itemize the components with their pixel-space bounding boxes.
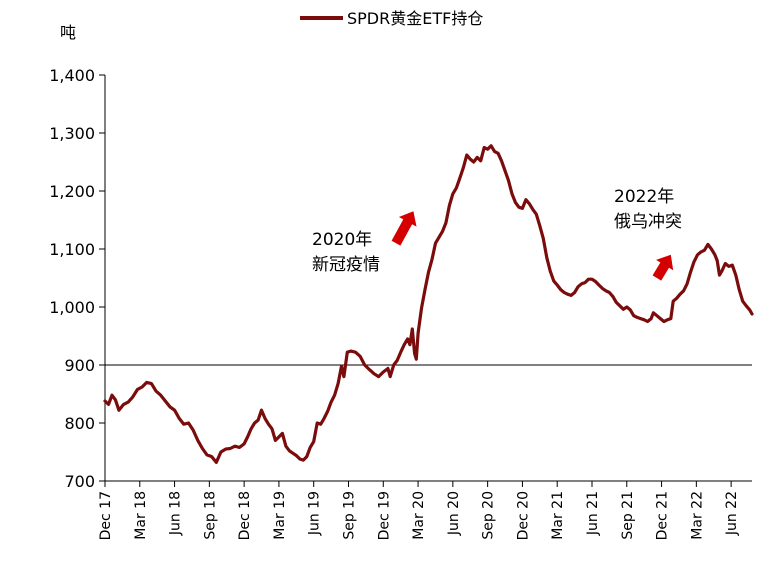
annotation-text: 俄乌冲突: [614, 212, 682, 232]
x-tick-label: Dec 19: [376, 491, 392, 540]
x-tick-label: Mar 19: [272, 491, 288, 540]
x-tick-label: Sep 20: [481, 491, 497, 540]
x-axis: Dec 17 Mar 18 Jun 18 Sep 18 Dec 18 Mar 19 Jun …: [98, 480, 752, 540]
x-tick-label: Jun 18: [168, 491, 184, 536]
y-tick-label: 1,400: [49, 66, 95, 85]
legend: SPDR黄金ETF持仓: [300, 9, 483, 28]
x-tick-label: Mar 21: [550, 491, 566, 540]
y-tick-label: 1,000: [49, 298, 95, 317]
series-group: [103, 144, 754, 464]
y-tick-label: 1,300: [49, 124, 95, 143]
x-tick-label: Dec 18: [237, 491, 253, 540]
y-tick-label: 700: [64, 472, 95, 491]
x-tick-label: Mar 20: [411, 491, 427, 540]
x-tick-label: Dec 17: [98, 491, 114, 540]
x-tick-label: Sep 21: [620, 491, 636, 540]
x-tick-label: Mar 18: [133, 491, 149, 540]
legend-label: SPDR黄金ETF持仓: [347, 9, 483, 28]
x-tick-label: Jun 19: [307, 491, 323, 536]
y-axis: 700 800 900 1,000 1,100 1,200 1,300 1,400: [49, 66, 106, 491]
y-tick-label: 1,200: [49, 182, 95, 201]
y-tick-label: 1,100: [49, 240, 95, 259]
x-tick-label: Jun 20: [446, 491, 462, 536]
y-tick-label: 800: [64, 414, 95, 433]
x-tick-label: Mar 22: [689, 491, 705, 540]
y-tick-label: 900: [64, 356, 95, 375]
x-tick-label: Jun 22: [724, 491, 740, 536]
x-tick-label: Dec 21: [655, 491, 671, 540]
annotation-text: 2020年: [312, 230, 372, 250]
x-tick-label: Sep 19: [341, 491, 357, 540]
annotation-arrow: [652, 254, 674, 281]
annotation-text: 新冠疫情: [312, 255, 380, 275]
series-line-spdr-holdings: [103, 144, 754, 464]
annotation-arrow: [391, 211, 417, 246]
x-tick-label: Sep 18: [202, 491, 218, 540]
x-tick-label: Dec 20: [515, 491, 531, 540]
annotation-text: 2022年: [614, 187, 674, 207]
x-tick-label: Jun 21: [585, 491, 601, 536]
y-axis-unit-label: 吨: [60, 23, 76, 42]
